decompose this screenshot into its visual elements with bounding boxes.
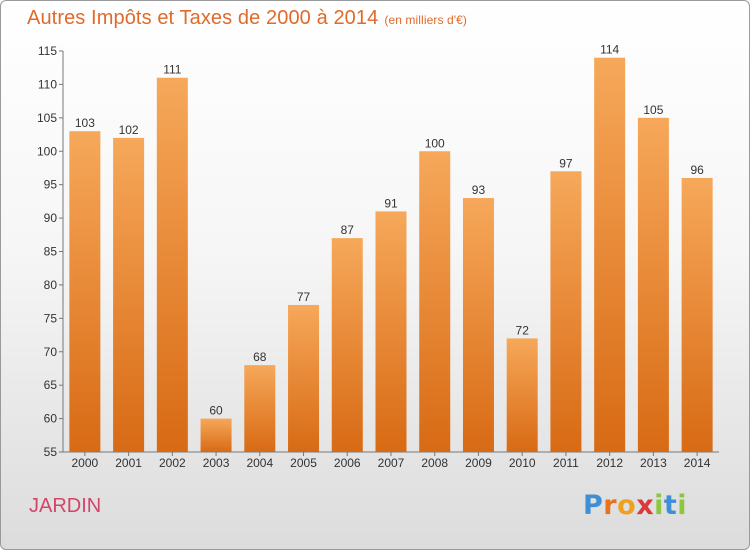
bar bbox=[550, 171, 582, 453]
y-tick-label: 105 bbox=[37, 111, 57, 125]
bar bbox=[681, 177, 713, 452]
bar-value-label: 103 bbox=[75, 116, 95, 130]
x-tick-label: 2009 bbox=[465, 456, 492, 470]
y-tick-label: 85 bbox=[44, 245, 58, 259]
bar-value-label: 93 bbox=[472, 183, 486, 197]
bar-value-label: 91 bbox=[384, 196, 398, 210]
y-tick-label: 90 bbox=[44, 211, 58, 225]
bar bbox=[375, 211, 407, 452]
bar-value-label: 68 bbox=[253, 350, 267, 364]
bar bbox=[69, 131, 101, 452]
y-tick-label: 75 bbox=[44, 311, 58, 325]
x-tick-label: 2008 bbox=[421, 456, 448, 470]
y-tick-label: 80 bbox=[44, 278, 58, 292]
bar-value-label: 87 bbox=[341, 223, 355, 237]
bar bbox=[462, 198, 494, 452]
x-tick-label: 2003 bbox=[203, 456, 230, 470]
proxiti-logo: Proxiti bbox=[583, 490, 688, 521]
chart-title-text: Autres Impôts et Taxes de 2000 à 2014 bbox=[27, 7, 379, 29]
x-tick-label: 2014 bbox=[684, 456, 711, 470]
bar-value-label: 60 bbox=[209, 404, 223, 418]
y-tick-label: 110 bbox=[38, 77, 57, 91]
bar-value-label: 100 bbox=[425, 136, 445, 150]
x-tick-label: 2007 bbox=[378, 456, 405, 470]
x-tick-label: 2005 bbox=[290, 456, 317, 470]
x-tick-label: 2000 bbox=[72, 456, 99, 470]
chart-bars bbox=[69, 57, 713, 453]
bar-value-label: 114 bbox=[600, 43, 619, 57]
y-tick-label: 65 bbox=[44, 378, 58, 392]
y-tick-label: 95 bbox=[44, 178, 58, 192]
bar bbox=[506, 338, 538, 452]
chart-unit: (en milliers d'€) bbox=[384, 13, 468, 27]
bar bbox=[637, 117, 669, 452]
bar bbox=[113, 137, 145, 452]
bar bbox=[331, 238, 363, 452]
bar-value-label: 97 bbox=[559, 156, 573, 170]
x-tick-label: 2002 bbox=[159, 456, 186, 470]
bar bbox=[156, 77, 188, 452]
bar-value-label: 102 bbox=[119, 123, 139, 137]
bar bbox=[288, 304, 320, 452]
bar bbox=[200, 418, 232, 452]
x-tick-label: 2012 bbox=[596, 456, 623, 470]
y-tick-label: 70 bbox=[44, 345, 58, 359]
bar-value-label: 77 bbox=[297, 290, 311, 304]
y-tick-label: 100 bbox=[37, 144, 57, 158]
chart-value-labels: 103 102 111 60 68 77 87 91 100 93 72 97 114 105 96 bbox=[75, 43, 704, 418]
bar bbox=[594, 57, 626, 452]
x-tick-label: 2013 bbox=[640, 456, 667, 470]
x-tick-label: 2001 bbox=[115, 456, 142, 470]
chart-title: Autres Impôts et Taxes de 2000 à 2014 (en… bbox=[27, 7, 467, 30]
y-tick-label: 115 bbox=[38, 44, 57, 58]
city-name: JARDIN bbox=[29, 495, 102, 517]
bar-value-label: 96 bbox=[690, 163, 704, 177]
bar bbox=[244, 365, 276, 452]
x-tick-label: 2010 bbox=[509, 456, 536, 470]
bar-value-label: 72 bbox=[516, 323, 530, 337]
x-tick-label: 2011 bbox=[553, 456, 579, 470]
y-tick-label: 55 bbox=[44, 445, 58, 459]
x-tick-label: 2006 bbox=[334, 456, 361, 470]
x-tick-label: 2004 bbox=[246, 456, 273, 470]
bar bbox=[419, 151, 451, 452]
bar-value-label: 105 bbox=[643, 103, 663, 117]
bar-value-label: 111 bbox=[163, 63, 182, 77]
y-tick-label: 60 bbox=[44, 412, 58, 426]
